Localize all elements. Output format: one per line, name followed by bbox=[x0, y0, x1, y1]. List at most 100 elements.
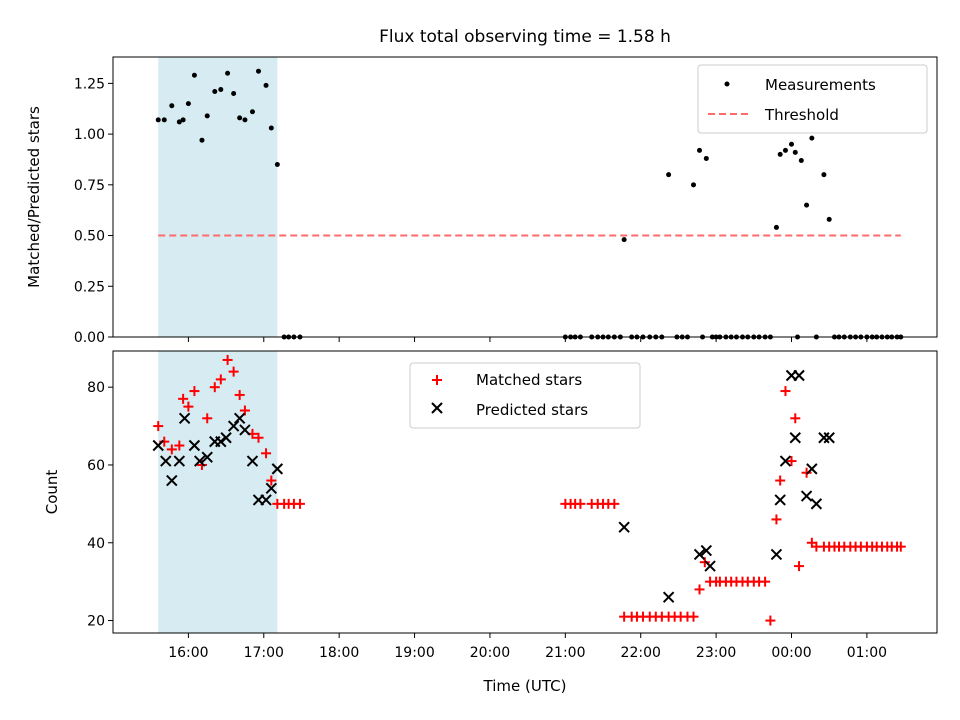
bottom-shaded-span bbox=[158, 351, 278, 633]
bottom-plot-frame bbox=[112, 350, 938, 634]
predicted-star-point bbox=[793, 369, 805, 382]
predicted-star-point bbox=[800, 490, 813, 502]
measurement-point bbox=[161, 117, 167, 123]
legend-measurements-marker bbox=[724, 81, 730, 87]
x-tick-label: 22:00 bbox=[621, 645, 661, 661]
matched-star-point bbox=[261, 448, 272, 459]
matched-star-point bbox=[694, 584, 705, 595]
measurement-point bbox=[782, 147, 788, 153]
bottom-y-tick-label: 60 bbox=[87, 458, 105, 474]
bottom-legend-box bbox=[409, 362, 641, 429]
measurement-point bbox=[180, 117, 186, 123]
measurement-point bbox=[788, 141, 794, 147]
measurement-point bbox=[804, 202, 810, 208]
legend-predicted-marker bbox=[431, 402, 443, 414]
matched-star-point bbox=[189, 386, 200, 397]
measurement-point bbox=[237, 115, 243, 121]
matched-star-point bbox=[790, 413, 801, 424]
matched-star-point bbox=[294, 498, 305, 509]
measurement-point bbox=[191, 72, 197, 78]
measurement-point bbox=[821, 172, 827, 178]
bottom-panel: 20 40 60 80 16:00 17:00 18:00 19:00 20:00 21:00 2… bbox=[43, 350, 938, 695]
predicted-star-point bbox=[260, 494, 272, 506]
top-panel: 0.00 0.25 0.50 0.75 1.00 1.25 Matched/Predict… bbox=[25, 56, 938, 346]
predicted-star-point bbox=[770, 548, 783, 561]
matched-star-point bbox=[178, 393, 189, 404]
measurement-point bbox=[809, 135, 815, 141]
measurement-point bbox=[249, 109, 255, 115]
predicted-star-point bbox=[662, 591, 675, 603]
matched-star-point bbox=[895, 541, 906, 552]
bottom-y-tick-label: 80 bbox=[87, 380, 105, 396]
predicted-star-point bbox=[178, 412, 191, 424]
legend-predicted-label: Predicted stars bbox=[476, 401, 588, 419]
measurement-point bbox=[169, 103, 175, 109]
predicted-star-point bbox=[779, 455, 792, 467]
top-y-tick-label: 1.25 bbox=[74, 76, 105, 92]
predicted-star-point bbox=[265, 482, 278, 495]
predicted-star-point bbox=[246, 455, 259, 467]
top-y-tick-label: 0.25 bbox=[74, 279, 105, 295]
bottom-y-axis-label: Count bbox=[43, 470, 61, 515]
measurement-point bbox=[773, 224, 779, 230]
matched-star-point bbox=[266, 475, 277, 486]
measurement-point bbox=[231, 91, 237, 97]
measurement-point bbox=[155, 117, 161, 123]
predicted-star-point bbox=[618, 521, 630, 533]
matched-star-point bbox=[209, 382, 220, 393]
matched-star-point bbox=[222, 354, 233, 365]
matched-star-point bbox=[688, 611, 699, 622]
x-tick-label: 18:00 bbox=[319, 645, 359, 661]
x-tick-label: 16:00 bbox=[168, 645, 208, 661]
top-y-ticks: 0.00 0.25 0.50 0.75 1.00 1.25 bbox=[74, 76, 113, 346]
measurement-point bbox=[242, 117, 248, 123]
matched-star-point bbox=[780, 386, 791, 397]
measurement-point bbox=[826, 216, 832, 222]
measurement-point bbox=[218, 86, 224, 92]
matched-star-point bbox=[174, 440, 185, 451]
legend-threshold-label: Threshold bbox=[764, 106, 839, 124]
x-tick-label: 00:00 bbox=[771, 645, 811, 661]
predicted-star-point bbox=[188, 439, 201, 452]
measurement-point bbox=[185, 101, 191, 107]
predicted-star-point bbox=[806, 463, 818, 475]
predicted-star-point bbox=[193, 455, 206, 467]
top-y-tick-label: 0.00 bbox=[74, 330, 105, 346]
matched-star-point bbox=[609, 498, 620, 509]
matched-star-point bbox=[234, 389, 245, 400]
predicted-star-point bbox=[774, 494, 786, 506]
predicted-star-point bbox=[700, 544, 713, 557]
measurement-point bbox=[703, 155, 709, 161]
predicted-star-point bbox=[693, 548, 706, 561]
measurement-point bbox=[176, 119, 182, 125]
bottom-legend: Matched stars Predicted stars bbox=[409, 362, 641, 429]
predicted-star-point bbox=[704, 560, 716, 572]
matched-star-point bbox=[253, 432, 264, 443]
top-legend-box bbox=[697, 64, 928, 134]
measurement-point bbox=[263, 82, 269, 88]
matched-star-point bbox=[760, 576, 771, 587]
measurement-point bbox=[621, 237, 627, 243]
top-shaded-span bbox=[158, 57, 278, 337]
matched-star-point bbox=[794, 561, 805, 572]
bottom-x-ticks: 16:00 17:00 18:00 19:00 20:00 21:00 22:00 23:00… bbox=[168, 633, 887, 661]
measurement-point bbox=[798, 157, 804, 163]
x-tick-label: 23:00 bbox=[696, 645, 736, 661]
predicted-star-point bbox=[220, 432, 232, 444]
matched-star-point bbox=[771, 514, 782, 525]
matched-star-point bbox=[202, 413, 213, 424]
top-y-tick-label: 0.75 bbox=[74, 178, 105, 194]
matched-star-point bbox=[183, 401, 194, 412]
matched-star-point bbox=[575, 498, 586, 509]
predicted-star-point bbox=[271, 463, 284, 475]
bottom-marks bbox=[152, 354, 906, 626]
predicted-star-point bbox=[173, 455, 186, 467]
predicted-star-point bbox=[233, 412, 246, 424]
top-y-tick-label: 1.00 bbox=[74, 127, 105, 143]
predicted-star-point bbox=[201, 451, 213, 463]
matched-star-point bbox=[775, 475, 786, 486]
predicted-star-point bbox=[810, 498, 823, 510]
measurement-point bbox=[225, 70, 231, 76]
predicted-star-point bbox=[789, 432, 801, 444]
